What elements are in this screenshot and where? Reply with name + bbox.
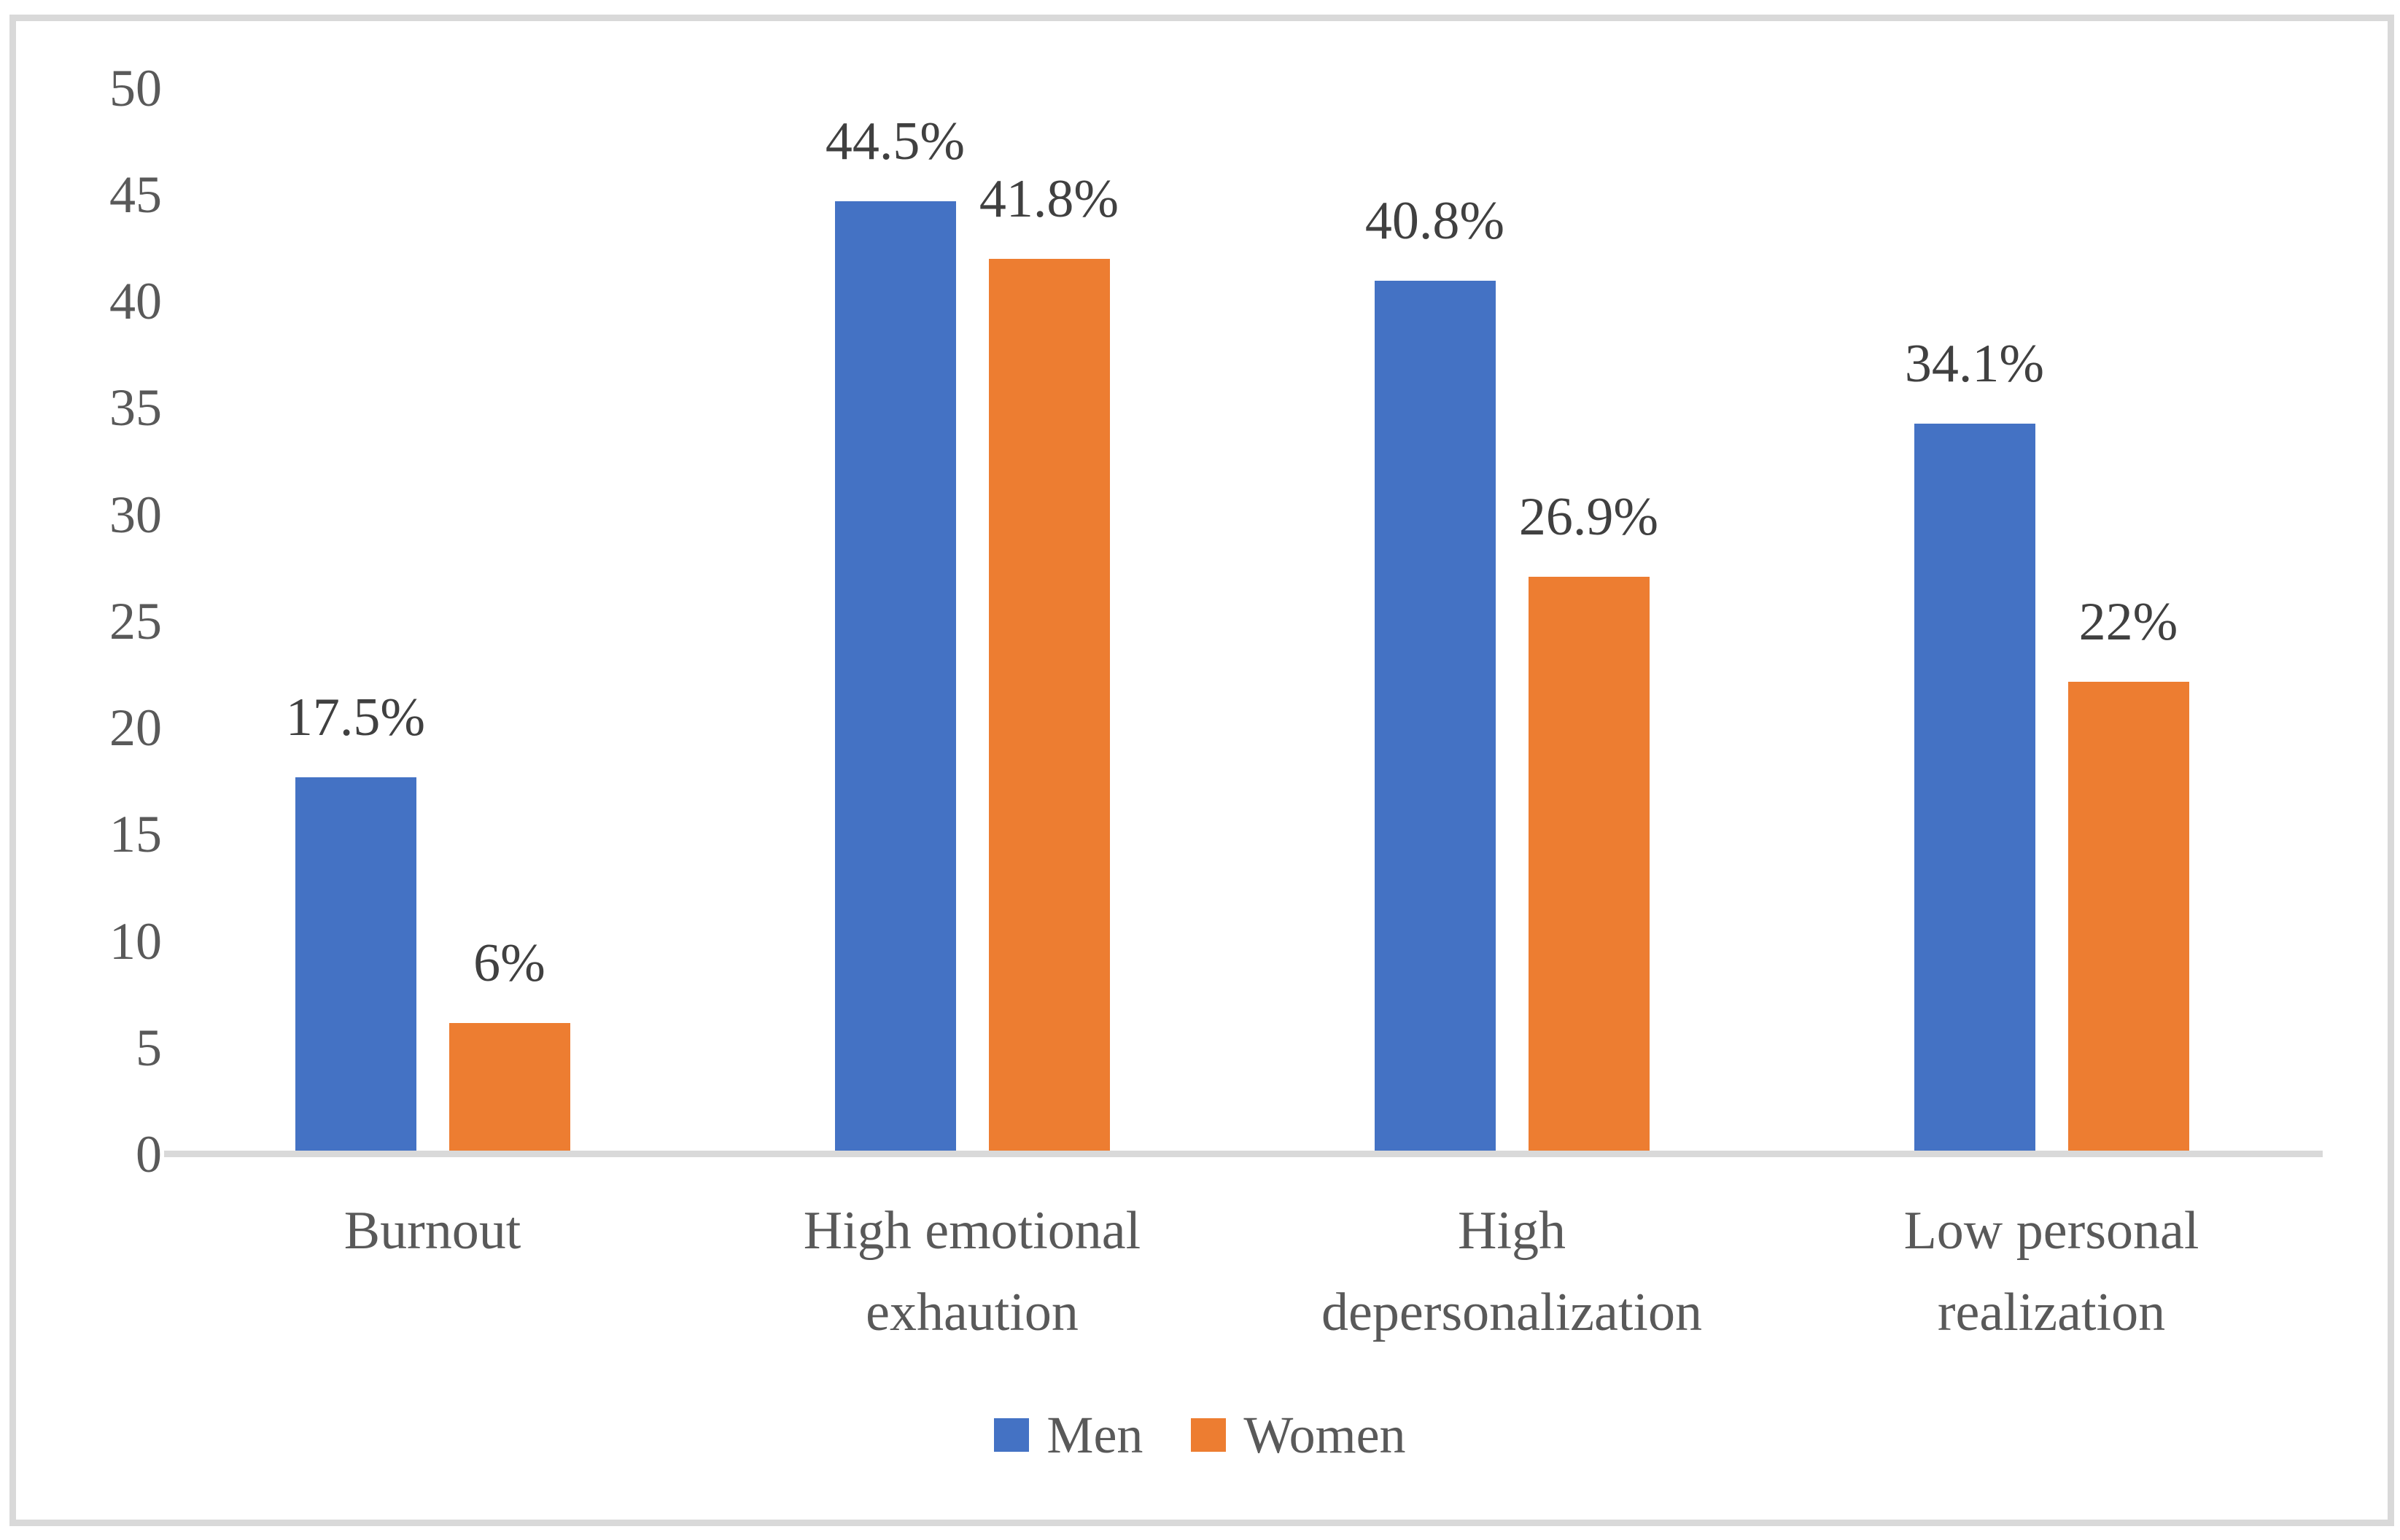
category-label-line: High — [1458, 1201, 1566, 1261]
y-axis-tick-label: 5 — [136, 1018, 162, 1077]
bar-women-1 — [448, 1022, 570, 1151]
bar-men-2 — [834, 201, 956, 1151]
figure-border — [9, 15, 2394, 1526]
y-axis-tick-label: 15 — [109, 805, 162, 864]
y-axis-tick-label: 50 — [109, 58, 162, 117]
bar-women-4 — [2067, 681, 2189, 1151]
data-label-men-1: 17.5% — [285, 688, 426, 748]
data-label-women-1: 6% — [473, 933, 545, 993]
category-label-3: High depersonalization — [1235, 1190, 1789, 1353]
data-label-women-2: 41.8% — [979, 169, 1119, 230]
legend-label-women: Women — [1243, 1406, 1406, 1464]
bar-women-3 — [1528, 577, 1650, 1151]
bar-men-4 — [1914, 423, 2035, 1151]
category-label-line: High emotional — [803, 1201, 1141, 1261]
legend-item-men: Men — [994, 1402, 1143, 1468]
y-axis-tick-label: 45 — [109, 165, 162, 224]
legend-swatch-men — [994, 1418, 1030, 1452]
category-label-line: exhaution — [866, 1283, 1079, 1342]
data-label-women-3: 26.9% — [1518, 487, 1659, 548]
bar-men-1 — [295, 777, 416, 1151]
data-label-women-4: 22% — [2078, 591, 2178, 652]
y-axis-tick-label: 40 — [109, 272, 162, 330]
data-label-men-4: 34.1% — [1904, 333, 2045, 394]
data-label-men-2: 44.5% — [825, 112, 966, 172]
category-label-line: realization — [1937, 1283, 2166, 1342]
legend-label-men: Men — [1046, 1406, 1143, 1464]
bar-men-3 — [1374, 280, 1496, 1151]
data-label-men-3: 40.8% — [1364, 190, 1505, 251]
y-axis-tick-label: 35 — [109, 378, 162, 438]
legend-swatch-women — [1191, 1418, 1227, 1452]
category-label-4: Low personal realization — [1774, 1190, 2329, 1353]
y-axis-tick-label: 0 — [136, 1125, 162, 1183]
y-axis-tick-label: 10 — [109, 911, 162, 971]
category-label-line: Burnout — [343, 1201, 521, 1261]
x-axis-line — [164, 1151, 2323, 1157]
legend: Men Women — [0, 1400, 2400, 1470]
bar-women-2 — [988, 259, 1110, 1151]
y-axis-tick-label: 30 — [109, 485, 162, 544]
category-label-line: Low personal — [1903, 1201, 2199, 1261]
category-label-2: High emotional exhaution — [695, 1190, 1249, 1353]
y-axis-tick-label: 20 — [109, 699, 162, 757]
y-axis-tick-label: 25 — [109, 591, 162, 650]
category-label-1: Burnout — [155, 1190, 710, 1272]
category-label-line: depersonalization — [1321, 1283, 1702, 1342]
legend-item-women: Women — [1191, 1402, 1406, 1468]
